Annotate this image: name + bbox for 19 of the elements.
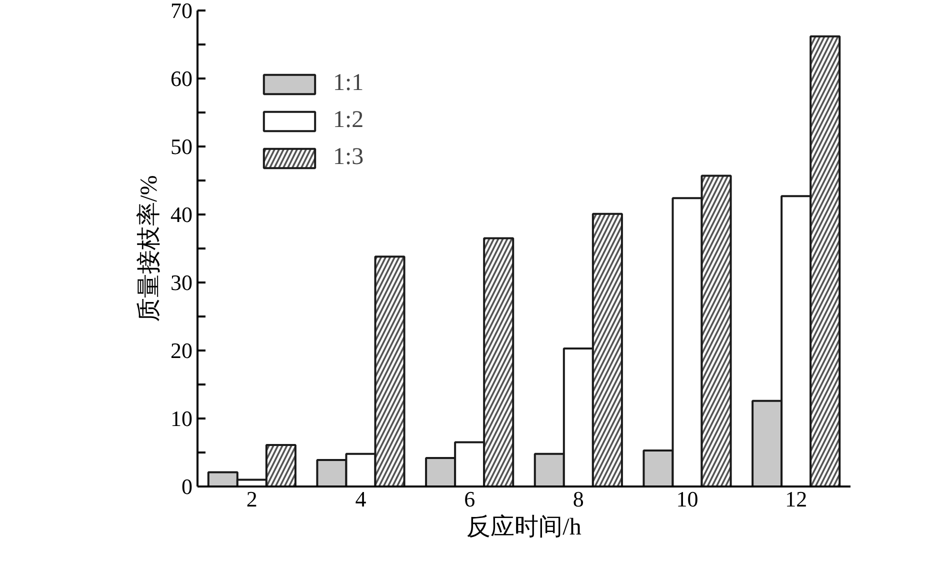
x-tick-label: 2 bbox=[246, 486, 258, 512]
y-tick-label: 20 bbox=[170, 338, 192, 363]
x-axis-title: 反应时间/h bbox=[466, 514, 582, 540]
y-tick-label: 30 bbox=[170, 270, 192, 295]
x-tick-label: 10 bbox=[676, 486, 698, 512]
y-tick-label: 40 bbox=[170, 202, 192, 227]
y-tick-label: 10 bbox=[170, 406, 192, 431]
legend-label: 1:1 bbox=[333, 70, 364, 97]
x-tick-label: 4 bbox=[355, 486, 366, 512]
legend-label: 1:2 bbox=[333, 107, 364, 134]
x-tick-label: 6 bbox=[464, 486, 476, 512]
y-axis-title: 质量接枝率/% bbox=[136, 175, 162, 322]
y-tick-label: 50 bbox=[170, 134, 192, 159]
y-tick-label: 0 bbox=[182, 474, 192, 499]
legend-label: 1:3 bbox=[333, 144, 364, 171]
x-tick-label: 8 bbox=[572, 486, 584, 512]
y-tick-label: 60 bbox=[170, 66, 192, 91]
y-tick-label: 70 bbox=[170, 0, 192, 23]
x-tick-label: 12 bbox=[785, 486, 808, 512]
